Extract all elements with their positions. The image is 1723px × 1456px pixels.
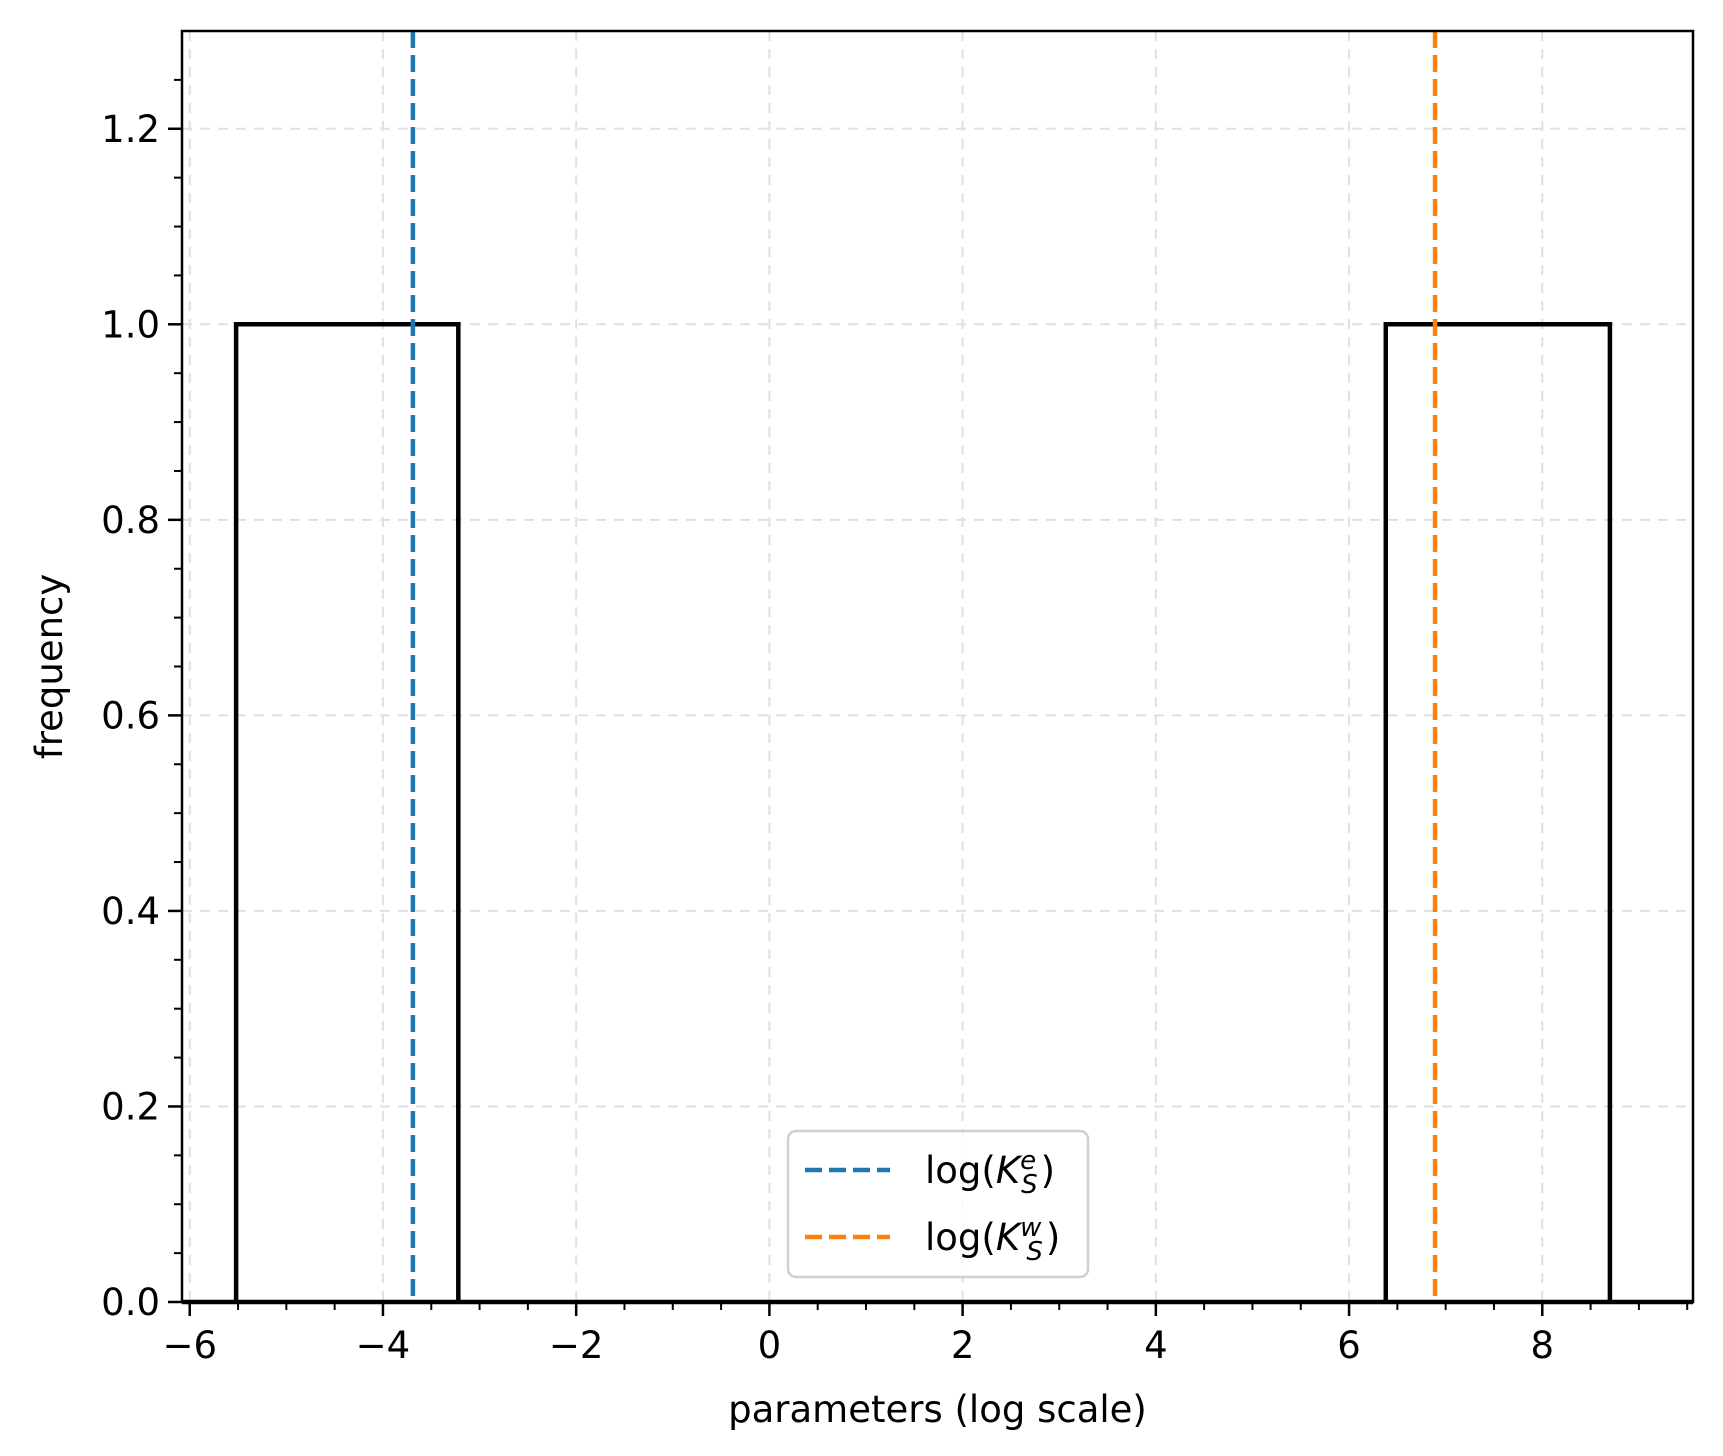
y-tick-label: 0.2 [101, 1085, 160, 1128]
y-tick-label: 0.4 [101, 890, 160, 933]
y-tick-label: 0.6 [101, 694, 160, 737]
legend-label-log: log( [925, 1149, 996, 1192]
legend-label: log(Ke S) [925, 1146, 1055, 1200]
legend-label-close: ) [1041, 1149, 1055, 1192]
legend-label-close: ) [1046, 1216, 1060, 1259]
legend-label-sub: S [1021, 1170, 1038, 1200]
x-tick-label: −6 [162, 1324, 217, 1367]
axes-frame [180, 29, 1695, 1304]
y-tick-label: 1.0 [101, 303, 160, 346]
histogram-bar [233, 322, 461, 1302]
histogram-bar [1383, 322, 1613, 1302]
legend-label-sup: e [1020, 1146, 1036, 1176]
legend-label-k: K [996, 1149, 1023, 1192]
reference-lines [410, 31, 1438, 1302]
y-axis-label: frequency [28, 574, 71, 760]
legend-box [786, 1129, 1090, 1279]
x-tick-label: −2 [549, 1324, 604, 1367]
x-tick-label: 8 [1531, 1324, 1555, 1367]
y-tick-label: 1.2 [101, 108, 160, 151]
axis-ticks: −6 −4 −2 0 2 4 6 8 0.0 0.2 0.4 0.6 0.8 1.0 1.2 [101, 78, 1689, 1367]
x-axis-label: parameters (log scale) [728, 1388, 1147, 1431]
x-tick-label: 6 [1337, 1324, 1361, 1367]
legend-label-sup: w [1020, 1213, 1042, 1243]
legend-label-log: log( [925, 1216, 996, 1259]
grid [182, 31, 1693, 1302]
legend-label: log(Kw S) [925, 1213, 1060, 1267]
legend-label-k: K [996, 1216, 1023, 1259]
x-tick-label: 2 [951, 1324, 975, 1367]
legend-label-sub: S [1026, 1237, 1043, 1267]
y-tick-label: 0.8 [101, 499, 160, 542]
x-tick-label: 4 [1144, 1324, 1168, 1367]
y-tick-label: 0.0 [101, 1281, 160, 1324]
legend: log(Ke S)log(Kw S) [786, 1129, 1090, 1279]
x-tick-label: −4 [356, 1324, 411, 1367]
x-tick-label: 0 [758, 1324, 782, 1367]
